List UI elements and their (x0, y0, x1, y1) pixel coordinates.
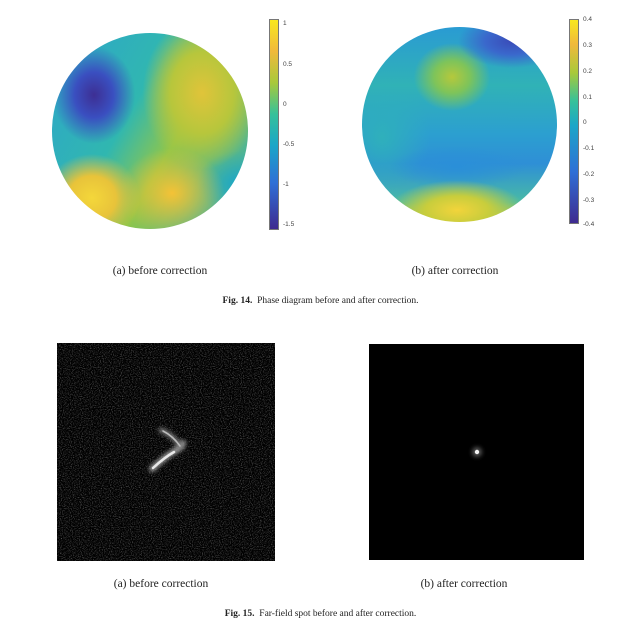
phase-map-before (52, 33, 248, 229)
farfield-after (369, 344, 584, 560)
subfigure-label-b: (b) after correction (411, 265, 499, 277)
colorbar-tick: -0.4 (583, 221, 595, 228)
colorbar-tick: 0.4 (583, 16, 593, 23)
colorbar-tick: -1.5 (283, 221, 295, 228)
colorbar-tick: 1 (283, 20, 287, 27)
colorbar-tick: 0 (283, 101, 287, 108)
colorbar-tick: 0.5 (283, 61, 293, 68)
figure-number: Fig. 15. (224, 609, 255, 619)
colorbar-tick: 0 (583, 119, 587, 126)
colorbar-tick: -1 (283, 181, 289, 188)
colorbar-tick: -0.2 (583, 171, 595, 178)
colorbar-after-ticks: 0.4 0.3 0.2 0.1 0 -0.1 -0.2 -0.3 -0.4 (580, 16, 610, 228)
colorbar-before-ticks: 1 0.5 0 -0.5 -1 -1.5 (280, 19, 310, 230)
caption-text: Far-field spot before and after correcti… (259, 609, 417, 619)
caption-text: Phase diagram before and after correctio… (257, 296, 419, 306)
phase-map-after (362, 27, 557, 222)
subfigure-label-a: (a) before correction (113, 578, 209, 590)
colorbar-tick: 0.2 (583, 68, 593, 75)
colorbar-tick: 0.1 (583, 94, 593, 101)
figure-number: Fig. 14. (222, 296, 253, 306)
figure-caption-15: Fig. 15. Far-field spot before and after… (0, 609, 641, 619)
subfigure-label-a: (a) before correction (112, 265, 208, 277)
figure-caption-14: Fig. 14. Phase diagram before and after … (0, 296, 641, 306)
colorbar-tick: -0.3 (583, 197, 595, 204)
colorbar-tick: -0.5 (283, 141, 295, 148)
farfield-before (57, 343, 275, 561)
colorbar-before (269, 19, 279, 230)
subfigure-label-b: (b) after correction (420, 578, 508, 590)
farfield-after-svg (369, 344, 584, 560)
colorbar-tick: -0.1 (583, 145, 595, 152)
colorbar-tick: 0.3 (583, 42, 593, 49)
colorbar-after (569, 19, 579, 224)
farfield-before-svg (57, 343, 275, 561)
